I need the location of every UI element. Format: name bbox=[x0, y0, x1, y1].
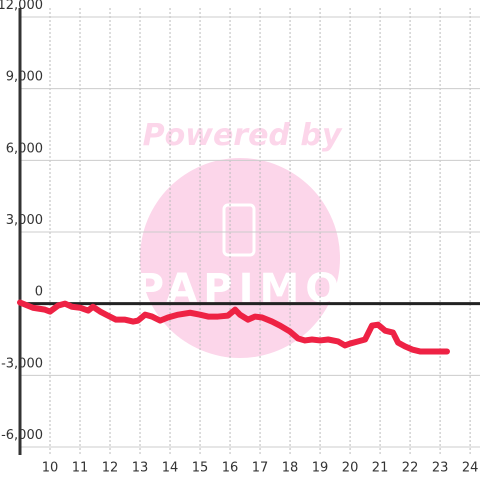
y-tick-label: 12,000 bbox=[0, 0, 43, 13]
y-tick-label: 6,000 bbox=[6, 141, 43, 156]
x-tick-label: 18 bbox=[282, 461, 299, 476]
x-tick-label: 12 bbox=[102, 461, 119, 476]
x-tick-label: 17 bbox=[252, 461, 269, 476]
y-tick-label: 9,000 bbox=[6, 70, 43, 85]
watermark-icon bbox=[222, 203, 256, 257]
y-tick-label: 0 bbox=[35, 285, 43, 300]
x-tick-label: 23 bbox=[432, 461, 449, 476]
y-tick-label: -3,000 bbox=[1, 356, 43, 371]
y-tick-label: 3,000 bbox=[6, 213, 43, 228]
x-tick-label: 20 bbox=[342, 461, 359, 476]
x-tick-label: 16 bbox=[222, 461, 239, 476]
x-tick-label: 15 bbox=[192, 461, 209, 476]
x-tick-label: 14 bbox=[162, 461, 179, 476]
grid bbox=[20, 8, 480, 455]
x-tick-label: 11 bbox=[72, 461, 89, 476]
x-tick-label: 21 bbox=[372, 461, 389, 476]
x-tick-label: 24 bbox=[462, 461, 479, 476]
watermark-text: Powered by bbox=[143, 118, 343, 153]
x-tick-label: 22 bbox=[402, 461, 419, 476]
line bbox=[17, 299, 450, 355]
x-tick-label: 13 bbox=[132, 461, 149, 476]
x-tick-label: 10 bbox=[42, 461, 59, 476]
x-tick-label: 19 bbox=[312, 461, 329, 476]
y-tick-label: -6,000 bbox=[1, 428, 43, 443]
